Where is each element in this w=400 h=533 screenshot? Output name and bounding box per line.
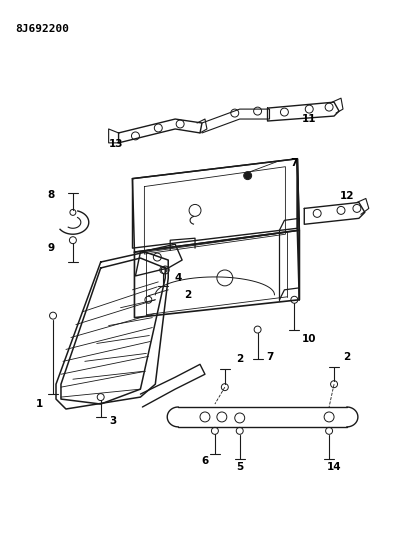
Text: 13: 13 (108, 139, 123, 149)
Text: 7: 7 (291, 158, 298, 168)
Text: 11: 11 (302, 114, 316, 124)
Text: 1: 1 (36, 399, 43, 409)
Text: 7: 7 (266, 352, 273, 362)
Text: 2: 2 (236, 354, 243, 365)
Circle shape (245, 173, 251, 179)
Text: 3: 3 (109, 416, 116, 426)
Text: 10: 10 (302, 335, 316, 344)
Text: 9: 9 (48, 243, 55, 253)
Text: 6: 6 (201, 456, 208, 466)
Text: 12: 12 (340, 191, 354, 201)
Text: 8: 8 (48, 190, 55, 200)
Text: 2: 2 (343, 352, 350, 362)
Text: 8J692200: 8J692200 (15, 23, 69, 34)
Text: 14: 14 (327, 462, 341, 472)
Circle shape (244, 172, 252, 180)
Text: 4: 4 (174, 273, 182, 283)
Text: 5: 5 (236, 462, 243, 472)
Text: 2: 2 (184, 290, 192, 300)
